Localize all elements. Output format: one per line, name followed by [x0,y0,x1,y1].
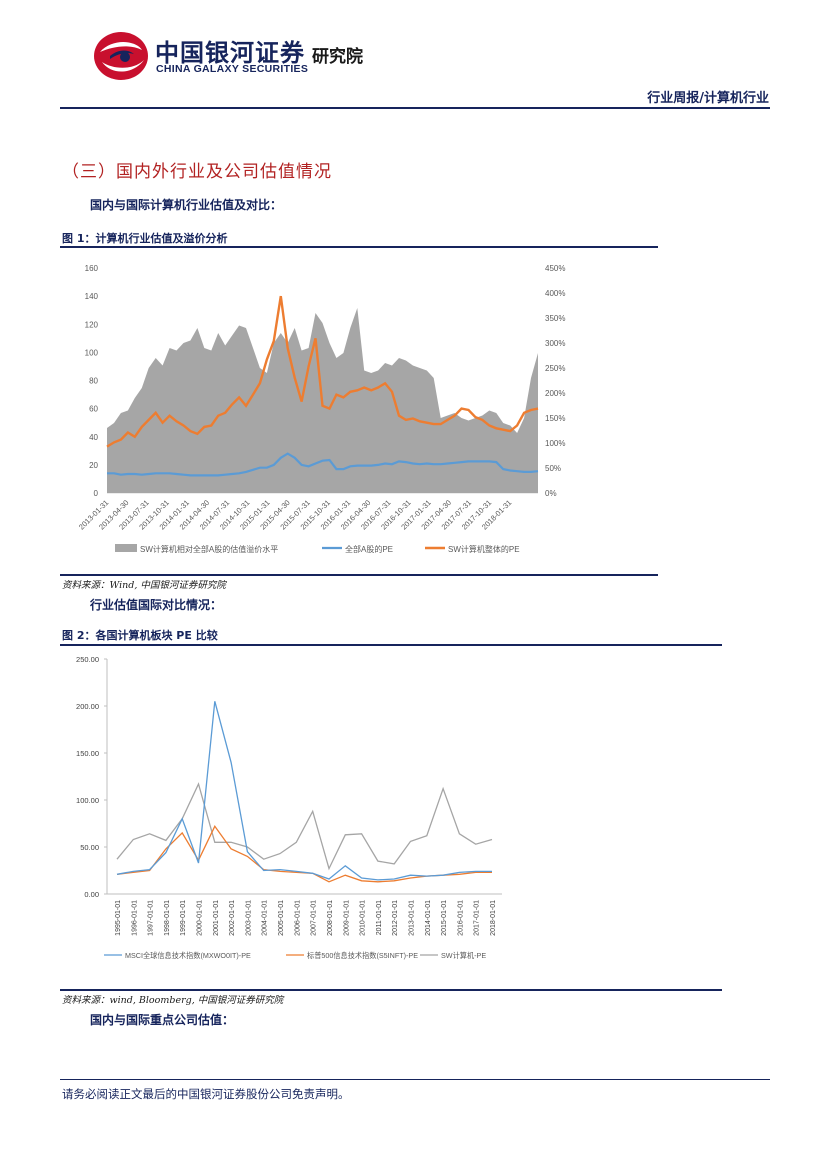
x-tick-label: 2008-01-01 [327,900,334,936]
x-tick-label: 2009-01-01 [343,900,350,936]
y-left-tick-label: 140 [85,292,99,301]
y-left-tick-label: 160 [85,264,99,273]
y-left-tick-label: 40 [89,433,98,442]
figure2-source: 资料来源：wind, Bloomberg, 中国银河证券研究院 [62,995,284,1006]
figure1-source: 资料来源：Wind, 中国银河证券研究院 [62,580,226,591]
all-a-pe-line [107,452,539,477]
y-right-tick-label: 150% [545,414,565,423]
y-right-tick-label: 0% [545,489,557,498]
y-right-tick-label: 350% [545,314,565,323]
logo-en-text: CHINA GALAXY SECURITIES [156,63,309,75]
footer-disclaimer: 请务必阅读正文最后的中国银河证券股份公司免责声明。 [62,1087,350,1101]
legend-label-sp500: 标普500信息技术指数(S5INFT)-PE [307,951,418,960]
x-tick-label: 2004-01-01 [262,900,269,936]
figure2-y-axis-ticks: 0.00 50.00 100.00 150.00 200.00 250.00 [76,655,107,899]
sw-computer-pe-line [116,782,493,871]
subheading-key-companies: 国内与国际重点公司估值： [90,1013,235,1027]
x-tick-label: 2003-01-01 [245,900,252,936]
figure1-legend: SW计算机相对全部A股的估值溢价水平 全部A股的PE SW计算机整体的PE [115,544,520,554]
figure2-top-rule [60,644,722,646]
x-tick-label: 2015-01-01 [441,900,448,936]
y-tick-label: 0.00 [84,890,99,899]
x-tick-label: 2014-01-01 [425,900,432,936]
x-tick-label: 2016-01-01 [457,900,464,936]
figure2-x-axis-ticks: 1995-01-01 1996-01-01 1997-01-01 1998-01-01… [115,900,497,936]
x-tick-label: 1998-01-01 [164,900,171,936]
sp500-it-pe-line [116,825,492,883]
footer-rule [60,1079,770,1080]
figure1-left-axis-ticks: 0 20 40 60 80 100 120 140 160 [85,264,99,498]
y-right-tick-label: 300% [545,339,565,348]
x-tick-label: 2005-01-01 [278,900,285,936]
galaxy-logo-icon [94,32,148,80]
x-tick-label: 2006-01-01 [294,900,301,936]
figure1-chart: 0 20 40 60 80 100 120 140 160 0% 50% 100% 150% 200% 2… [77,264,566,554]
x-tick-label: 2002-01-01 [229,900,236,936]
figure1-x-axis-ticks: 2013-01-312013-04-302013-07-312013-10-31… [77,498,513,531]
subheading-domestic-intl: 国内与国际计算机行业估值及对比： [90,198,283,212]
header-rule [60,107,770,109]
y-tick-label: 150.00 [76,749,99,758]
y-left-tick-label: 80 [89,377,98,386]
x-tick-label: 2007-01-01 [311,900,318,936]
x-tick-label: 2001-01-01 [213,900,220,936]
logo-institute-text: 研究院 [312,47,363,67]
x-tick-label: 2000-01-01 [197,900,204,936]
logo-cn-text: 中国银河证券 [155,39,305,67]
x-tick-label: 1999-01-01 [180,900,187,936]
figure1-right-axis-ticks: 0% 50% 100% 150% 200% 250% 300% 350% 400% 450% [545,264,565,498]
y-right-tick-label: 450% [545,264,565,273]
subheading-intl-comparison: 行业估值国际对比情况： [90,598,223,612]
y-left-tick-label: 0 [94,489,99,498]
legend-swatch-premium [115,544,137,552]
x-tick-label: 1995-01-01 [115,900,122,936]
y-left-tick-label: 120 [85,320,99,329]
x-tick-label: 2018-01-01 [490,900,497,936]
figure2-bottom-rule [60,989,722,991]
y-tick-label: 200.00 [76,702,99,711]
figure1-bottom-rule [60,574,658,576]
sw-computer-pe-line [106,295,539,448]
report-type: 行业周报/计算机行业 [647,91,769,106]
figure2-chart: 0.00 50.00 100.00 150.00 200.00 250.00 1995-0… [76,655,502,960]
y-tick-label: 250.00 [76,655,99,664]
y-right-tick-label: 200% [545,389,565,398]
x-tick-label: 2013-01-01 [408,900,415,936]
figure1-title: 图 1：计算机行业估值及溢价分析 [62,232,228,245]
x-tick-label: 2010-01-01 [360,900,367,936]
x-tick-label: 1996-01-01 [131,900,138,936]
y-right-tick-label: 250% [545,364,565,373]
x-tick-label: 1997-01-01 [148,900,155,936]
x-tick-label: 2012-01-01 [392,900,399,936]
y-right-tick-label: 50% [545,464,561,473]
x-tick-label: 2011-01-01 [376,900,383,935]
figure2-legend: MSCI全球信息技术指数(MXWO0IT)-PE 标普500信息技术指数(S5I… [104,951,486,960]
figure1-top-rule [60,246,658,248]
company-logo [92,30,392,82]
legend-label-sw-pe: SW计算机-PE [441,951,486,960]
y-left-tick-label: 20 [89,461,98,470]
section-title: （三）国内外行业及公司估值情况 [62,162,332,182]
y-left-tick-label: 60 [89,405,98,414]
legend-label-premium: SW计算机相对全部A股的估值溢价水平 [140,544,278,554]
msci-world-it-pe-line [116,701,492,881]
legend-label-msci: MSCI全球信息技术指数(MXWO0IT)-PE [125,951,251,960]
y-right-tick-label: 100% [545,439,565,448]
figure2-title: 图 2：各国计算机板块 PE 比较 [62,629,218,642]
y-left-tick-label: 100 [85,348,99,357]
legend-label-sw: SW计算机整体的PE [448,544,520,554]
y-right-tick-label: 400% [545,289,565,298]
x-tick-label: 2017-01-01 [474,900,481,936]
y-tick-label: 100.00 [76,796,99,805]
legend-label-all-a: 全部A股的PE [345,544,393,554]
y-tick-label: 50.00 [80,843,99,852]
figure2-axes [106,659,502,895]
